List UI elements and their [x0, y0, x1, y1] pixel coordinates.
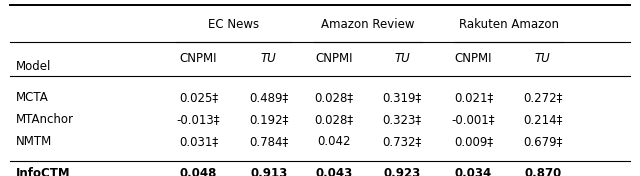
Text: 0.489‡: 0.489‡ [249, 91, 289, 104]
Text: TU: TU [535, 52, 550, 65]
Text: 0.923: 0.923 [383, 167, 420, 176]
Text: 0.031‡: 0.031‡ [179, 135, 218, 148]
Text: 0.028‡: 0.028‡ [314, 91, 354, 104]
Text: MCTA: MCTA [16, 91, 49, 104]
Text: -0.001‡: -0.001‡ [452, 113, 495, 126]
Text: 0.913: 0.913 [250, 167, 287, 176]
Text: 0.009‡: 0.009‡ [454, 135, 493, 148]
Text: Amazon Review: Amazon Review [321, 18, 415, 31]
Text: 0.042: 0.042 [317, 135, 351, 148]
Text: 0.784‡: 0.784‡ [249, 135, 289, 148]
Text: 0.192‡: 0.192‡ [249, 113, 289, 126]
Text: 0.043: 0.043 [316, 167, 353, 176]
Text: TU: TU [394, 52, 410, 65]
Text: 0.732‡: 0.732‡ [382, 135, 422, 148]
Text: 0.048: 0.048 [180, 167, 217, 176]
Text: 0.272‡: 0.272‡ [523, 91, 563, 104]
Text: 0.214‡: 0.214‡ [523, 113, 563, 126]
Text: InfoCTM: InfoCTM [16, 167, 70, 176]
Text: CNPMI: CNPMI [316, 52, 353, 65]
Text: TU: TU [261, 52, 276, 65]
Text: CNPMI: CNPMI [180, 52, 217, 65]
Text: MTAnchor: MTAnchor [16, 113, 74, 126]
Text: CNPMI: CNPMI [455, 52, 492, 65]
Text: 0.028‡: 0.028‡ [314, 113, 354, 126]
Text: 0.025‡: 0.025‡ [179, 91, 218, 104]
Text: -0.013‡: -0.013‡ [177, 113, 220, 126]
Text: EC News: EC News [208, 18, 259, 31]
Text: 0.870: 0.870 [524, 167, 561, 176]
Text: Rakuten Amazon: Rakuten Amazon [459, 18, 559, 31]
Text: 0.021‡: 0.021‡ [454, 91, 493, 104]
Text: 0.319‡: 0.319‡ [382, 91, 422, 104]
Text: NMTM: NMTM [16, 135, 52, 148]
Text: 0.679‡: 0.679‡ [523, 135, 563, 148]
Text: 0.034: 0.034 [455, 167, 492, 176]
Text: 0.323‡: 0.323‡ [382, 113, 422, 126]
Text: Model: Model [16, 60, 51, 73]
